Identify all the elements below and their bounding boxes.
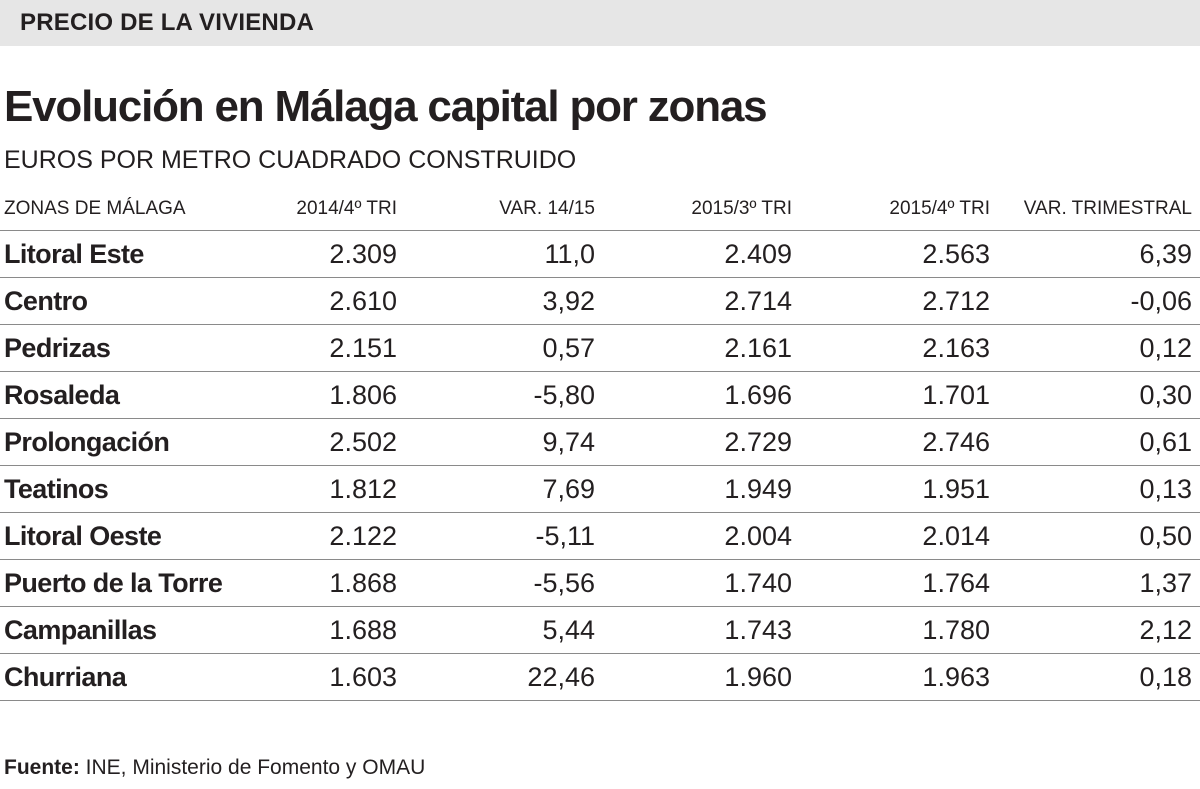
- value-2015-q4-cell: 1.764: [800, 559, 998, 607]
- var-14-15-cell: 7,69: [405, 465, 603, 513]
- table-row: Churriana 1.603 22,46 1.960 1.963 0,18: [0, 653, 1200, 701]
- value-2015-q3-cell: 2.409: [603, 230, 800, 278]
- value-2015-q4-cell: 2.163: [800, 324, 998, 372]
- var-trimestral-cell: 0,12: [998, 324, 1200, 372]
- zone-name-cell: Teatinos: [0, 465, 280, 513]
- var-14-15-cell: 11,0: [405, 230, 603, 278]
- table-row: Litoral Este 2.309 11,0 2.409 2.563 6,39: [0, 230, 1200, 278]
- var-trimestral-cell: 0,13: [998, 465, 1200, 513]
- var-trimestral-cell: 2,12: [998, 606, 1200, 654]
- var-14-15-cell: 3,92: [405, 277, 603, 325]
- table-header-row: ZONAS DE MÁLAGA 2014/4º TRI VAR. 14/15 2…: [0, 188, 1200, 231]
- table-row: Campanillas 1.688 5,44 1.743 1.780 2,12: [0, 606, 1200, 654]
- zone-name-cell: Campanillas: [0, 606, 280, 654]
- table-row: Pedrizas 2.151 0,57 2.161 2.163 0,12: [0, 324, 1200, 372]
- column-header-var-trimestral: VAR. TRIMESTRAL: [1023, 198, 1192, 219]
- var-14-15-cell: 0,57: [405, 324, 603, 372]
- table-row: Centro 2.610 3,92 2.714 2.712 -0,06: [0, 277, 1200, 325]
- value-2014-q4-cell: 1.603: [280, 653, 405, 701]
- zone-name-cell: Puerto de la Torre: [0, 559, 280, 607]
- value-2015-q3-cell: 2.729: [603, 418, 800, 466]
- column-header-2015-q3: 2015/3º TRI: [691, 198, 792, 219]
- zone-name-cell: Litoral Este: [0, 230, 280, 278]
- value-2015-q3-cell: 1.743: [603, 606, 800, 654]
- value-2015-q3-cell: 1.740: [603, 559, 800, 607]
- column-header-2015-q4: 2015/4º TRI: [889, 198, 990, 219]
- column-header-var-14-15: VAR. 14/15: [499, 198, 595, 219]
- var-trimestral-cell: 1,37: [998, 559, 1200, 607]
- price-table: ZONAS DE MÁLAGA 2014/4º TRI VAR. 14/15 2…: [0, 188, 1200, 701]
- var-trimestral-cell: 0,18: [998, 653, 1200, 701]
- table-row: Puerto de la Torre 1.868 -5,56 1.740 1.764 1,…: [0, 559, 1200, 607]
- zone-name-cell: Rosaleda: [0, 371, 280, 419]
- value-2015-q4-cell: 2.014: [800, 512, 998, 560]
- value-2014-q4-cell: 1.868: [280, 559, 405, 607]
- value-2015-q4-cell: 2.563: [800, 230, 998, 278]
- column-header-zone: ZONAS DE MÁLAGA: [4, 198, 186, 219]
- var-14-15-cell: -5,56: [405, 559, 603, 607]
- table-body: Litoral Este 2.309 11,0 2.409 2.563 6,39 Centr…: [0, 230, 1200, 701]
- value-2015-q4-cell: 1.701: [800, 371, 998, 419]
- value-2015-q3-cell: 1.696: [603, 371, 800, 419]
- table-row: Litoral Oeste 2.122 -5,11 2.004 2.014 0,50: [0, 512, 1200, 560]
- column-header-2014-q4: 2014/4º TRI: [296, 198, 397, 219]
- value-2015-q4-cell: 1.963: [800, 653, 998, 701]
- value-2015-q4-cell: 2.746: [800, 418, 998, 466]
- chart-title: Evolución en Málaga capital por zonas: [4, 82, 768, 131]
- zone-name-cell: Litoral Oeste: [0, 512, 280, 560]
- table-row: Prolongación 2.502 9,74 2.729 2.746 0,61: [0, 418, 1200, 466]
- value-2015-q3-cell: 2.714: [603, 277, 800, 325]
- value-2015-q4-cell: 1.951: [800, 465, 998, 513]
- section-header-bar: PRECIO DE LA VIVIENDA: [0, 0, 1200, 46]
- var-14-15-cell: -5,11: [405, 512, 603, 560]
- value-2014-q4-cell: 2.151: [280, 324, 405, 372]
- var-14-15-cell: 22,46: [405, 653, 603, 701]
- var-14-15-cell: 9,74: [405, 418, 603, 466]
- value-2014-q4-cell: 1.806: [280, 371, 405, 419]
- value-2014-q4-cell: 2.610: [280, 277, 405, 325]
- var-trimestral-cell: -0,06: [998, 277, 1200, 325]
- zone-name-cell: Prolongación: [0, 418, 280, 466]
- source-note: Fuente: INE, Ministerio de Fomento y OMA…: [4, 756, 425, 780]
- value-2015-q3-cell: 2.004: [603, 512, 800, 560]
- zone-name-cell: Pedrizas: [0, 324, 280, 372]
- table-row: Rosaleda 1.806 -5,80 1.696 1.701 0,30: [0, 371, 1200, 419]
- var-14-15-cell: -5,80: [405, 371, 603, 419]
- value-2015-q3-cell: 1.960: [603, 653, 800, 701]
- var-14-15-cell: 5,44: [405, 606, 603, 654]
- source-label: Fuente:: [4, 756, 80, 779]
- value-2014-q4-cell: 2.502: [280, 418, 405, 466]
- var-trimestral-cell: 0,30: [998, 371, 1200, 419]
- var-trimestral-cell: 6,39: [998, 230, 1200, 278]
- value-2015-q3-cell: 2.161: [603, 324, 800, 372]
- value-2014-q4-cell: 1.812: [280, 465, 405, 513]
- value-2015-q3-cell: 1.949: [603, 465, 800, 513]
- table-row: Teatinos 1.812 7,69 1.949 1.951 0,13: [0, 465, 1200, 513]
- section-label: PRECIO DE LA VIVIENDA: [20, 9, 315, 36]
- value-2014-q4-cell: 1.688: [280, 606, 405, 654]
- source-text: INE, Ministerio de Fomento y OMAU: [85, 756, 426, 779]
- value-2014-q4-cell: 2.309: [280, 230, 405, 278]
- value-2015-q4-cell: 2.712: [800, 277, 998, 325]
- chart-subtitle: EUROS POR METRO CUADRADO CONSTRUIDO: [4, 146, 577, 174]
- var-trimestral-cell: 0,61: [998, 418, 1200, 466]
- zone-name-cell: Churriana: [0, 653, 280, 701]
- var-trimestral-cell: 0,50: [998, 512, 1200, 560]
- zone-name-cell: Centro: [0, 277, 280, 325]
- value-2015-q4-cell: 1.780: [800, 606, 998, 654]
- value-2014-q4-cell: 2.122: [280, 512, 405, 560]
